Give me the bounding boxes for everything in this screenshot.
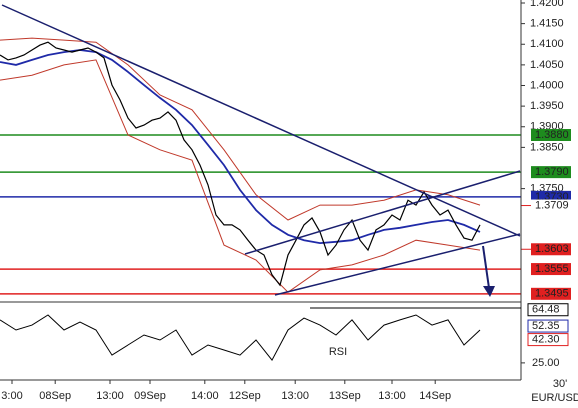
arrow-head	[483, 286, 495, 297]
rsi-tick-label: 25.00	[532, 357, 560, 369]
y-tick-label: 1.4150	[530, 18, 564, 30]
y-tick-label: 1.3950	[530, 100, 564, 112]
x-tick-label: 08Sep	[39, 390, 71, 402]
level-label-box	[531, 263, 571, 276]
price-line	[0, 41, 481, 287]
x-tick-label: 12Sep	[229, 390, 261, 402]
level-label: 1.3790	[535, 166, 569, 178]
rsi-line	[0, 314, 481, 362]
x-tick-label: 14:00	[191, 390, 219, 402]
rsi-marker-box	[527, 319, 569, 333]
symbol: EUR/USD	[531, 392, 578, 404]
x-tick-label: 3:00	[1, 390, 22, 402]
x-tick-label: 13:00	[96, 390, 124, 402]
level-label-box	[531, 199, 571, 212]
level-label: 1.3495	[535, 288, 569, 300]
level-label: 1.3555	[535, 263, 569, 275]
timeframe: 30'	[553, 378, 567, 390]
x-tick-label: 13Sep	[329, 390, 361, 402]
trendline	[274, 233, 521, 296]
rsi-marker-label: 52.35	[532, 320, 560, 332]
level-label-box	[531, 287, 571, 300]
rsi-marker-label: 64.48	[532, 304, 560, 316]
y-tick-label: 1.4000	[530, 79, 564, 91]
level-label-box	[531, 243, 571, 256]
x-tick-label: 13:00	[281, 390, 309, 402]
y-tick-label: 1.4050	[530, 59, 564, 71]
level-label: 1.3603	[535, 243, 569, 255]
level-label-box	[531, 129, 571, 141]
x-tick-label: 14Sep	[419, 390, 451, 402]
y-tick-label: 1.4100	[530, 38, 564, 50]
bollinger-lower	[0, 59, 481, 293]
rsi-marker-box	[527, 333, 569, 347]
rsi-marker-box	[527, 303, 569, 317]
y-tick-label: 1.4200	[530, 0, 564, 9]
trendline	[244, 170, 521, 255]
x-tick-label: 09Sep	[134, 390, 166, 402]
bollinger-upper	[0, 37, 481, 221]
rsi-marker-label: 42.30	[532, 334, 560, 346]
level-label: 1.3880	[535, 129, 569, 141]
rsi-title: RSI	[329, 346, 347, 358]
level-label: 1.3709	[535, 199, 569, 211]
level-label-box	[531, 166, 571, 179]
x-tick-label: 13:00	[378, 390, 406, 402]
arrow	[482, 245, 490, 289]
plot-area: 1.42001.41501.41001.40501.40001.39501.39…	[0, 0, 571, 402]
y-tick-label: 1.3850	[530, 141, 564, 153]
